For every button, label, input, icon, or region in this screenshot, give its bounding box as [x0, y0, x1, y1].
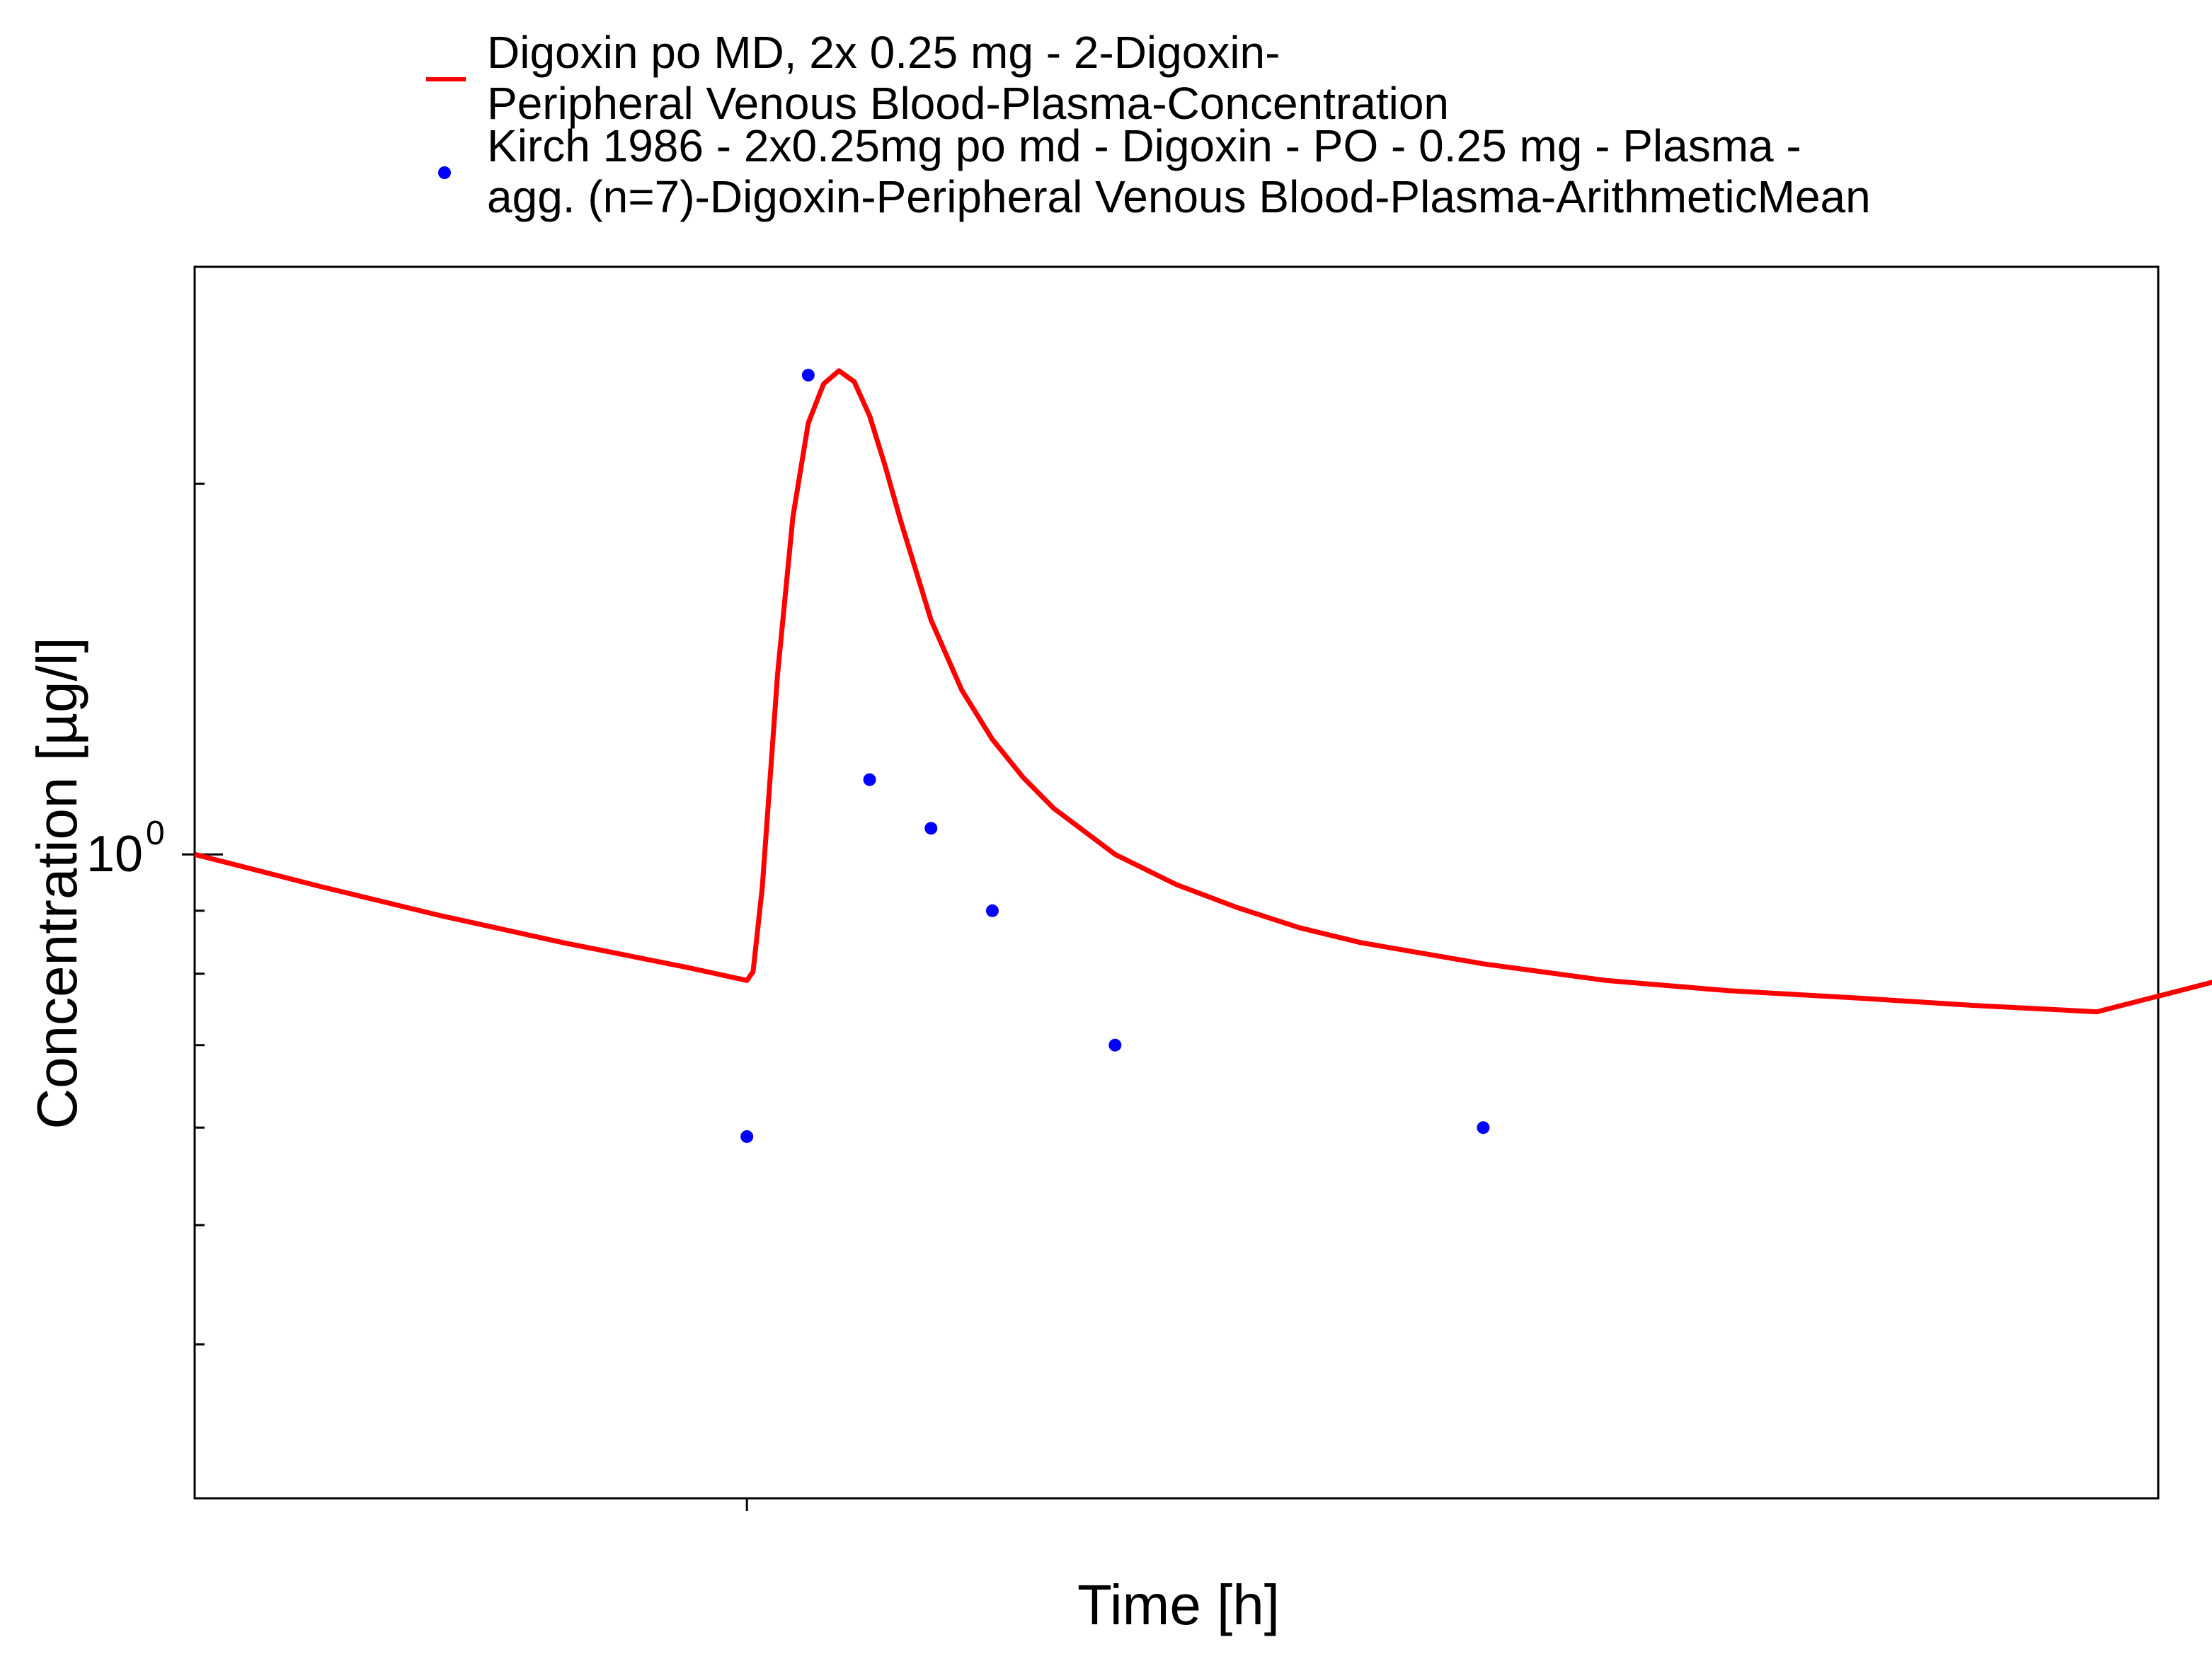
- x-axis-title: Time [h]: [1077, 1573, 1280, 1636]
- legend: Digoxin po MD, 2x 0.25 mg - 2-Digoxin- P…: [426, 27, 1871, 222]
- legend-point-swatch: [438, 166, 451, 179]
- series-layer: [194, 368, 2212, 1143]
- data-point-observed: [924, 822, 938, 835]
- plot-area-frame: [193, 265, 2160, 1500]
- legend-entry-observed-line2: agg. (n=7)-Digoxin-Peripheral Venous Blo…: [487, 171, 1871, 222]
- y-tick-exponent: 0: [146, 815, 165, 852]
- data-point-observed: [1108, 1038, 1122, 1052]
- legend-entry-observed-line1: Kirch 1986 - 2x0.25mg po md - Digoxin - …: [487, 120, 1801, 171]
- legend-entry-simulation-line1: Digoxin po MD, 2x 0.25 mg - 2-Digoxin-: [487, 27, 1280, 78]
- y-axis-title: Concentration [µg/l]: [25, 637, 88, 1129]
- data-point-observed: [985, 904, 999, 917]
- legend-entry-simulation-line2: Peripheral Venous Blood-Plasma-Concentra…: [487, 78, 1449, 129]
- y-tick-base: 10: [86, 826, 143, 883]
- data-point-observed: [1477, 1121, 1490, 1135]
- y-tick-label-1: 10 0: [86, 815, 165, 883]
- data-point-observed: [740, 1130, 754, 1143]
- series-line-simulation: [194, 368, 2212, 1015]
- data-point-observed: [863, 773, 876, 786]
- data-point-observed: [801, 369, 815, 382]
- y-axis-ticks: [182, 265, 223, 1346]
